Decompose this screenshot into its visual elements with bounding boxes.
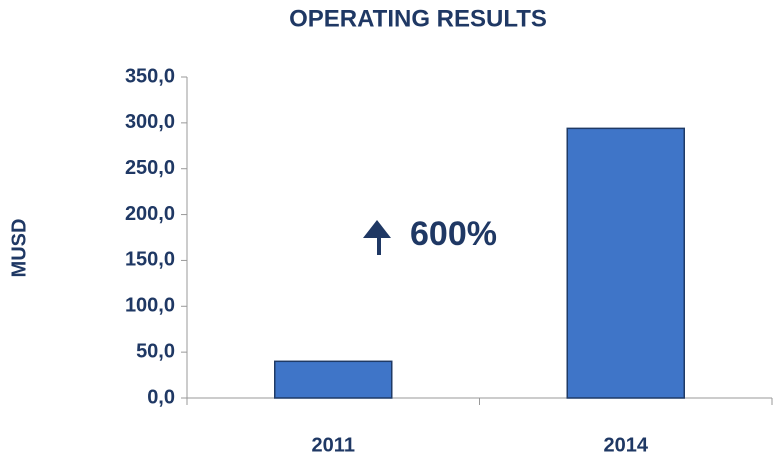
x-tick-label: 2011: [312, 434, 355, 456]
bar: [566, 127, 685, 399]
y-tick-label: 350,0: [125, 65, 175, 87]
bar: [274, 360, 393, 399]
x-tick-label: 2014: [604, 434, 649, 456]
chart-title: OPERATING RESULTS: [289, 5, 547, 32]
y-tick-label: 200,0: [125, 203, 175, 225]
up-arrow: [363, 220, 391, 255]
y-tick-label: 50,0: [136, 340, 175, 362]
y-tick-label: 250,0: [125, 157, 175, 179]
y-tick-label: 0,0: [147, 386, 175, 408]
y-axis-label: MUSD: [8, 219, 30, 278]
annotation: 600%: [410, 215, 497, 253]
y-tick-label: 100,0: [125, 295, 175, 317]
y-tick-label: 150,0: [125, 249, 175, 271]
y-tick-label: 300,0: [125, 111, 175, 133]
